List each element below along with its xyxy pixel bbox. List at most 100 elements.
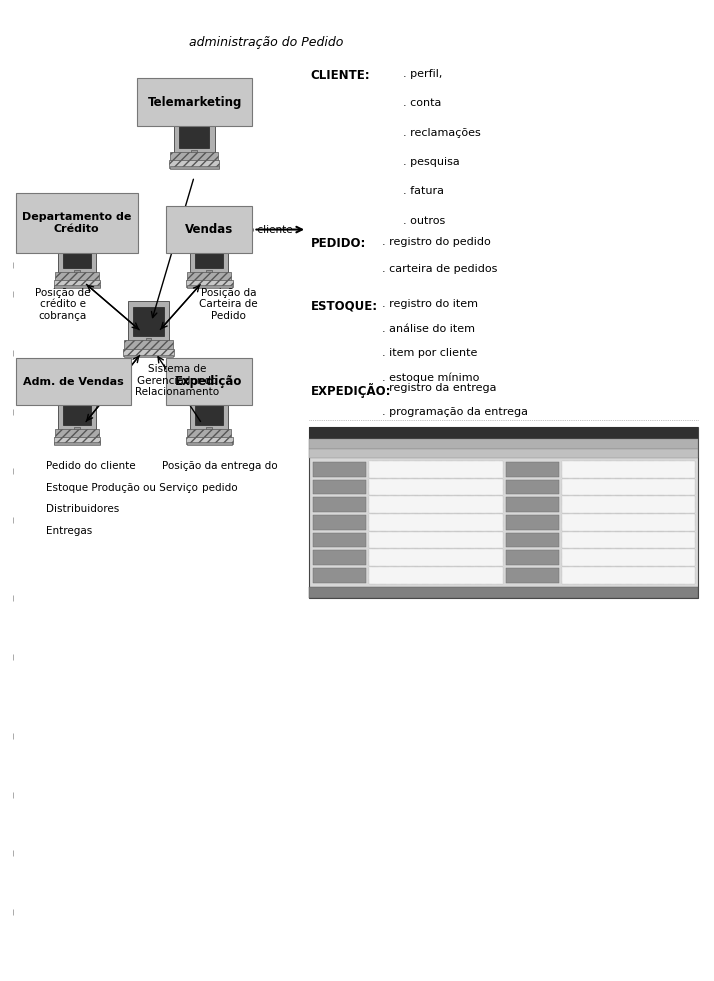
FancyBboxPatch shape <box>562 496 695 513</box>
FancyBboxPatch shape <box>562 532 695 548</box>
FancyBboxPatch shape <box>369 496 503 513</box>
Text: . perfil,: . perfil, <box>403 69 443 78</box>
Text: . conta: . conta <box>403 98 442 108</box>
FancyBboxPatch shape <box>166 206 252 253</box>
Bar <box>506 533 559 547</box>
Bar <box>174 113 214 154</box>
Text: Telemarketing: Telemarketing <box>147 95 242 109</box>
Text: Pedido do cliente: Pedido do cliente <box>203 225 293 234</box>
Text: Posição de
crédito e
cobrança: Posição de crédito e cobrança <box>35 287 91 321</box>
Bar <box>309 427 698 439</box>
Bar <box>313 515 366 530</box>
Bar <box>506 497 559 512</box>
Bar <box>309 427 698 598</box>
Bar <box>506 568 559 583</box>
Text: Sistema de
Gerenciador do
Relacionamento: Sistema de Gerenciador do Relacionamento <box>135 364 219 397</box>
Text: pedido: pedido <box>202 483 238 492</box>
FancyBboxPatch shape <box>186 280 233 286</box>
Bar <box>63 241 91 268</box>
Text: Estoque Produção ou Serviço: Estoque Produção ou Serviço <box>46 483 198 492</box>
FancyBboxPatch shape <box>562 514 695 531</box>
FancyBboxPatch shape <box>369 479 503 495</box>
Text: . registro do item: . registro do item <box>382 299 478 309</box>
FancyBboxPatch shape <box>187 429 231 438</box>
FancyBboxPatch shape <box>170 151 218 162</box>
Text: Posição da
Carteira de
Pedido: Posição da Carteira de Pedido <box>199 287 258 321</box>
FancyBboxPatch shape <box>55 429 99 438</box>
Bar <box>313 550 366 565</box>
Bar <box>309 449 698 458</box>
Bar <box>124 354 173 357</box>
FancyBboxPatch shape <box>16 358 131 405</box>
Bar <box>186 442 232 444</box>
FancyBboxPatch shape <box>169 161 219 168</box>
Text: . outros: . outros <box>403 216 446 226</box>
FancyBboxPatch shape <box>55 272 99 281</box>
Text: Entregas: Entregas <box>46 526 93 536</box>
Text: . reclamações: . reclamações <box>403 128 481 137</box>
Text: EXPEDIÇÃO:: EXPEDIÇÃO: <box>311 383 391 397</box>
FancyBboxPatch shape <box>562 461 695 478</box>
Text: Pedido do cliente: Pedido do cliente <box>46 461 136 471</box>
FancyBboxPatch shape <box>137 78 252 126</box>
FancyBboxPatch shape <box>187 272 231 281</box>
Bar <box>313 480 366 494</box>
Bar <box>54 285 100 287</box>
Bar <box>128 301 169 342</box>
FancyBboxPatch shape <box>369 461 503 478</box>
Bar <box>74 270 80 275</box>
FancyBboxPatch shape <box>369 549 503 566</box>
FancyBboxPatch shape <box>54 280 101 286</box>
Bar <box>313 568 366 583</box>
FancyBboxPatch shape <box>54 437 101 443</box>
FancyBboxPatch shape <box>369 532 503 548</box>
Bar <box>186 285 232 287</box>
Text: PEDIDO:: PEDIDO: <box>311 237 366 250</box>
Text: Vendas: Vendas <box>185 223 233 236</box>
Bar <box>195 398 223 425</box>
Bar <box>170 166 218 169</box>
Text: . carteira de pedidos: . carteira de pedidos <box>382 264 498 274</box>
Bar <box>313 497 366 512</box>
Bar <box>206 270 212 275</box>
Text: . pesquisa: . pesquisa <box>403 157 460 167</box>
Bar <box>309 587 698 598</box>
Bar <box>146 337 151 343</box>
Bar <box>506 480 559 494</box>
Bar <box>191 393 228 431</box>
Bar <box>191 236 228 274</box>
FancyBboxPatch shape <box>124 349 174 356</box>
Text: ESTOQUE:: ESTOQUE: <box>311 299 378 312</box>
Bar <box>59 393 96 431</box>
Bar <box>134 307 164 336</box>
Text: . estoque mínimo: . estoque mínimo <box>382 373 479 384</box>
Text: Adm. de Vendas: Adm. de Vendas <box>23 377 124 387</box>
FancyBboxPatch shape <box>562 479 695 495</box>
Text: administração do Pedido: administração do Pedido <box>189 35 343 49</box>
FancyBboxPatch shape <box>16 193 138 253</box>
FancyBboxPatch shape <box>562 549 695 566</box>
Bar <box>59 236 96 274</box>
Bar <box>179 119 209 148</box>
Bar <box>74 427 80 432</box>
FancyBboxPatch shape <box>186 437 233 443</box>
Text: Distribuidores: Distribuidores <box>46 504 120 514</box>
Text: Posição da entrega do: Posição da entrega do <box>162 461 278 471</box>
FancyBboxPatch shape <box>124 339 173 350</box>
Text: Expedição: Expedição <box>175 375 243 388</box>
Bar <box>313 533 366 547</box>
Bar <box>54 442 100 444</box>
Text: CLIENTE:: CLIENTE: <box>311 69 371 81</box>
Text: . fatura: . fatura <box>403 186 444 196</box>
Bar <box>506 550 559 565</box>
Text: . programação da entrega: . programação da entrega <box>382 407 528 417</box>
Text: . registro do pedido: . registro do pedido <box>382 237 491 247</box>
Bar <box>206 427 212 432</box>
FancyBboxPatch shape <box>166 358 252 405</box>
Text: . análise do item: . análise do item <box>382 324 475 334</box>
Bar <box>63 398 91 425</box>
Bar <box>195 241 223 268</box>
Text: . registro da entrega: . registro da entrega <box>382 383 496 392</box>
Text: Departamento de
Crédito: Departamento de Crédito <box>22 212 131 234</box>
FancyBboxPatch shape <box>369 514 503 531</box>
